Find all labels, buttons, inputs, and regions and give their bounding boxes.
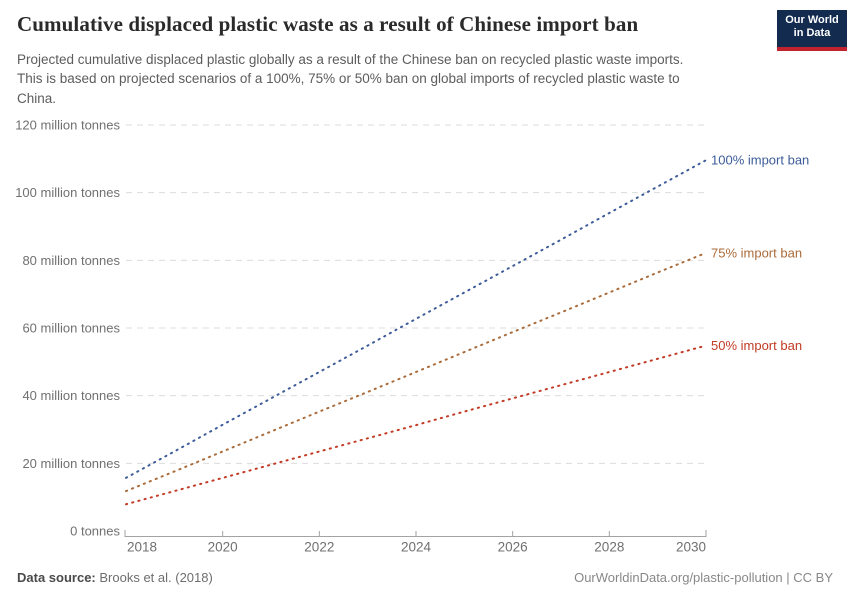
y-axis-label: 40 million tonnes xyxy=(22,388,120,403)
series-line-100-import-ban[interactable] xyxy=(125,159,707,479)
x-axis-label: 2022 xyxy=(304,540,334,555)
series-label-100-import-ban[interactable]: 100% import ban xyxy=(711,153,809,168)
y-axis-label: 0 tonnes xyxy=(70,524,120,539)
subtitle-line: Projected cumulative displaced plastic g… xyxy=(17,52,684,67)
series-line-50-import-ban[interactable] xyxy=(125,344,707,506)
chart-title: Cumulative displaced plastic waste as a … xyxy=(17,12,639,36)
data-source-value: Brooks et al. (2018) xyxy=(99,570,213,585)
credit-link[interactable]: OurWorldinData.org/plastic-pollution | C… xyxy=(574,570,833,585)
y-axis-label: 100 million tonnes xyxy=(15,185,120,200)
y-axis-label: 60 million tonnes xyxy=(22,321,120,336)
x-axis-label: 2024 xyxy=(401,540,432,555)
y-axis-label: 80 million tonnes xyxy=(22,253,120,268)
x-axis-label: 2020 xyxy=(208,540,238,555)
x-axis-label: 2018 xyxy=(127,540,157,555)
chart-subtitle: Projected cumulative displaced plastic g… xyxy=(17,50,683,108)
x-axis-label: 2026 xyxy=(498,540,528,555)
y-axis-label: 20 million tonnes xyxy=(22,456,120,471)
owid-logo-text-line2: in Data xyxy=(793,27,831,39)
series-line-75-import-ban[interactable] xyxy=(125,251,707,493)
y-axis-label: 120 million tonnes xyxy=(15,118,120,133)
subtitle-line: This is based on projected scenarios of … xyxy=(17,71,680,87)
subtitle-line: China. xyxy=(17,90,57,106)
owid-logo-text-line1: Our World xyxy=(785,14,839,26)
owid-logo[interactable]: Our World in Data xyxy=(777,10,847,51)
data-source: Data source: Brooks et al. (2018) xyxy=(17,570,213,585)
data-source-label: Data source: xyxy=(17,570,96,585)
x-axis-label: 2028 xyxy=(594,540,624,555)
series-label-75-import-ban[interactable]: 75% import ban xyxy=(711,245,802,260)
series-label-50-import-ban[interactable]: 50% import ban xyxy=(711,338,802,353)
x-axis-label: 2030 xyxy=(676,540,706,555)
